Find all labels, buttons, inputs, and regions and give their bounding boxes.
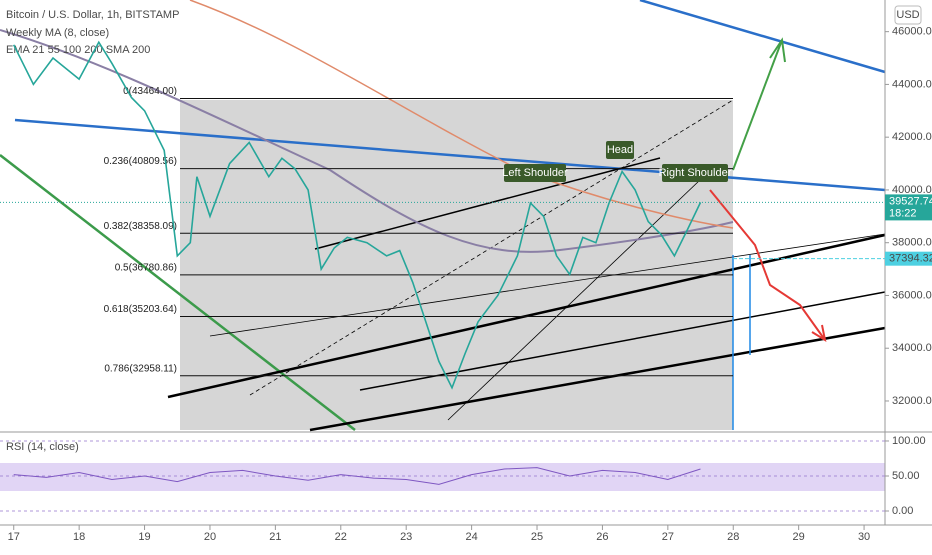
fib-label: 0.5(36780.86)	[115, 263, 177, 274]
line	[447, 179, 701, 421]
x-tick-label: 21	[269, 531, 281, 543]
channel	[309, 326, 886, 432]
symbol-title: Bitcoin / U.S. Dollar, 1h, BITSTAMP	[6, 9, 179, 21]
annotation-box	[662, 164, 728, 182]
last-price-tag	[885, 194, 932, 221]
x-tick-label: 24	[465, 531, 477, 543]
arrow	[709, 189, 826, 341]
annotation-box	[606, 141, 634, 159]
y-tick-label: 46000.00	[892, 26, 932, 38]
x-tick-label: 18	[73, 531, 85, 543]
fib-label: 0.382(38358.09)	[104, 221, 177, 232]
trendline	[639, 0, 886, 74]
rsi-line	[13, 467, 701, 485]
price-line	[12, 40, 702, 390]
fib-label: 0(43464.00)	[123, 86, 177, 97]
channel	[314, 157, 661, 250]
fib-label: 0.786(32958.11)	[104, 363, 177, 374]
level-tag	[885, 251, 932, 266]
y-tick-label: 100.00	[892, 435, 926, 447]
arrow-head	[811, 324, 827, 343]
y-tick-label: 44000.00	[892, 78, 932, 90]
indicator: Weekly MA (8, close)	[6, 27, 109, 39]
x-tick-label: 28	[727, 531, 739, 543]
level-price: 37394.32	[889, 253, 932, 265]
annotation: Head	[607, 144, 633, 156]
currency: USD	[896, 9, 919, 21]
y-tick-label: 50.00	[892, 470, 920, 482]
arrow-head	[769, 37, 786, 63]
x-tick-label: 26	[596, 531, 608, 543]
x-tick-label: 27	[662, 531, 674, 543]
x-tick-label: 19	[138, 531, 150, 543]
fib-label: 0.236(40809.56)	[104, 156, 177, 167]
x-tick-label: 25	[531, 531, 543, 543]
y-tick-label: 40000.00	[892, 184, 932, 196]
x-tick-label: 20	[204, 531, 216, 543]
annotation: Left Shoulder	[502, 167, 568, 179]
x-tick-label: 17	[8, 531, 20, 543]
currency-badge[interactable]	[894, 5, 922, 25]
neckline	[14, 118, 886, 192]
rsi-title: RSI (14, close)	[6, 441, 79, 453]
x-tick-label: 23	[400, 531, 412, 543]
drawings	[0, 0, 886, 432]
last-price: 39527.74	[889, 195, 932, 207]
y-tick-label: 38000.00	[892, 237, 932, 249]
x-tick-label: 29	[793, 531, 805, 543]
x-tick-label: 30	[858, 531, 870, 543]
y-tick-label: 0.00	[892, 505, 913, 517]
legend: Bitcoin / U.S. Dollar, 1h, BITSTAMP Week…	[6, 9, 179, 453]
annotation: Right Shoulder	[659, 167, 732, 179]
indicator: EMA 21 55 100 200 SMA 200	[6, 44, 150, 56]
moving-average	[0, 29, 734, 253]
annotation-box	[504, 164, 566, 182]
channel	[209, 233, 886, 337]
y-tick-label: 32000.00	[892, 395, 932, 407]
moving-average	[189, 0, 734, 229]
y-tick-label: 42000.00	[892, 131, 932, 143]
fib-box	[180, 100, 733, 430]
fib-label: 0.618(35203.64)	[104, 304, 177, 315]
y-tick-label: 34000.00	[892, 342, 932, 354]
arrow	[732, 39, 783, 171]
channel	[359, 291, 886, 391]
x-tick-label: 22	[335, 531, 347, 543]
countdown: 18:22	[889, 207, 917, 219]
trendline	[0, 154, 356, 431]
y-tick-label: 36000.00	[892, 289, 932, 301]
